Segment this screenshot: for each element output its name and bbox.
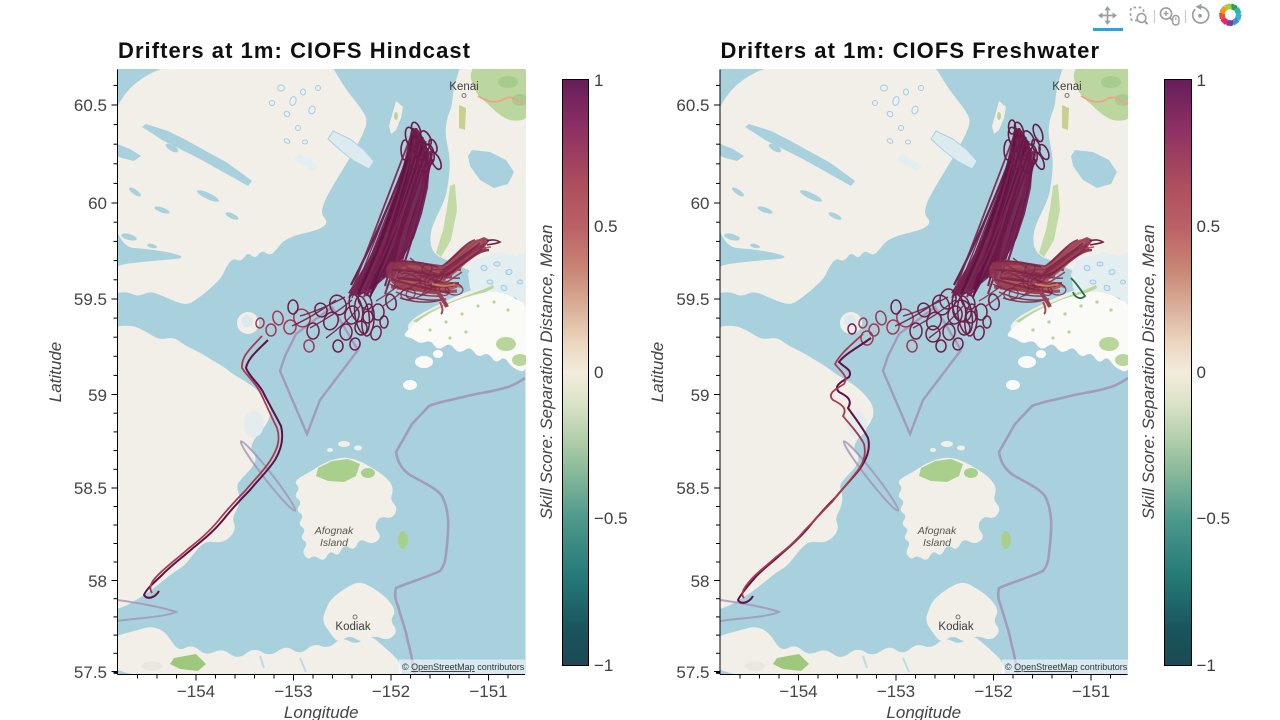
svg-text:Island: Island [922, 537, 951, 549]
svg-text:Kenai: Kenai [1052, 81, 1081, 93]
svg-text:Island: Island [320, 537, 349, 549]
svg-text:© OpenStreetMap contributors: © OpenStreetMap contributors [402, 662, 525, 672]
svg-text:Kodiak: Kodiak [335, 621, 370, 633]
svg-text:© OpenStreetMap contributors: © OpenStreetMap contributors [1005, 662, 1128, 672]
svg-text:Afognak: Afognak [314, 525, 354, 537]
svg-text:Afognak: Afognak [916, 525, 956, 537]
svg-text:Kodiak: Kodiak [938, 621, 973, 633]
svg-text:Kenai: Kenai [449, 81, 478, 93]
